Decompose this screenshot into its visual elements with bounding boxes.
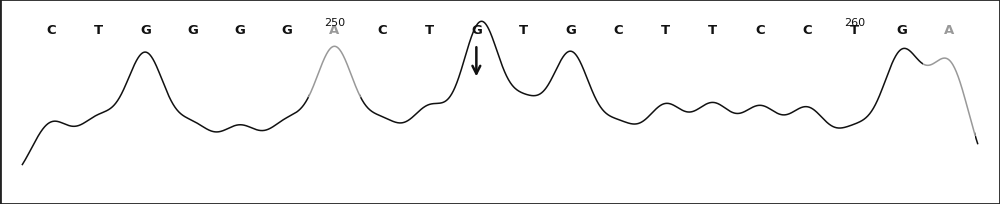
Text: G: G (897, 24, 907, 37)
Text: G: G (471, 24, 482, 37)
Text: G: G (140, 24, 151, 37)
Text: T: T (519, 24, 528, 37)
Text: C: C (755, 24, 765, 37)
Text: A: A (944, 24, 954, 37)
Text: G: G (187, 24, 198, 37)
Text: T: T (708, 24, 717, 37)
Text: C: C (613, 24, 623, 37)
Text: T: T (850, 24, 859, 37)
Text: C: C (46, 24, 56, 37)
Text: C: C (803, 24, 812, 37)
Text: A: A (329, 24, 340, 37)
Text: G: G (282, 24, 293, 37)
Text: G: G (234, 24, 245, 37)
Text: 250: 250 (324, 18, 345, 28)
Text: G: G (565, 24, 576, 37)
Text: T: T (661, 24, 670, 37)
Text: T: T (425, 24, 434, 37)
Text: T: T (93, 24, 103, 37)
Text: 260: 260 (844, 18, 865, 28)
Text: C: C (377, 24, 387, 37)
